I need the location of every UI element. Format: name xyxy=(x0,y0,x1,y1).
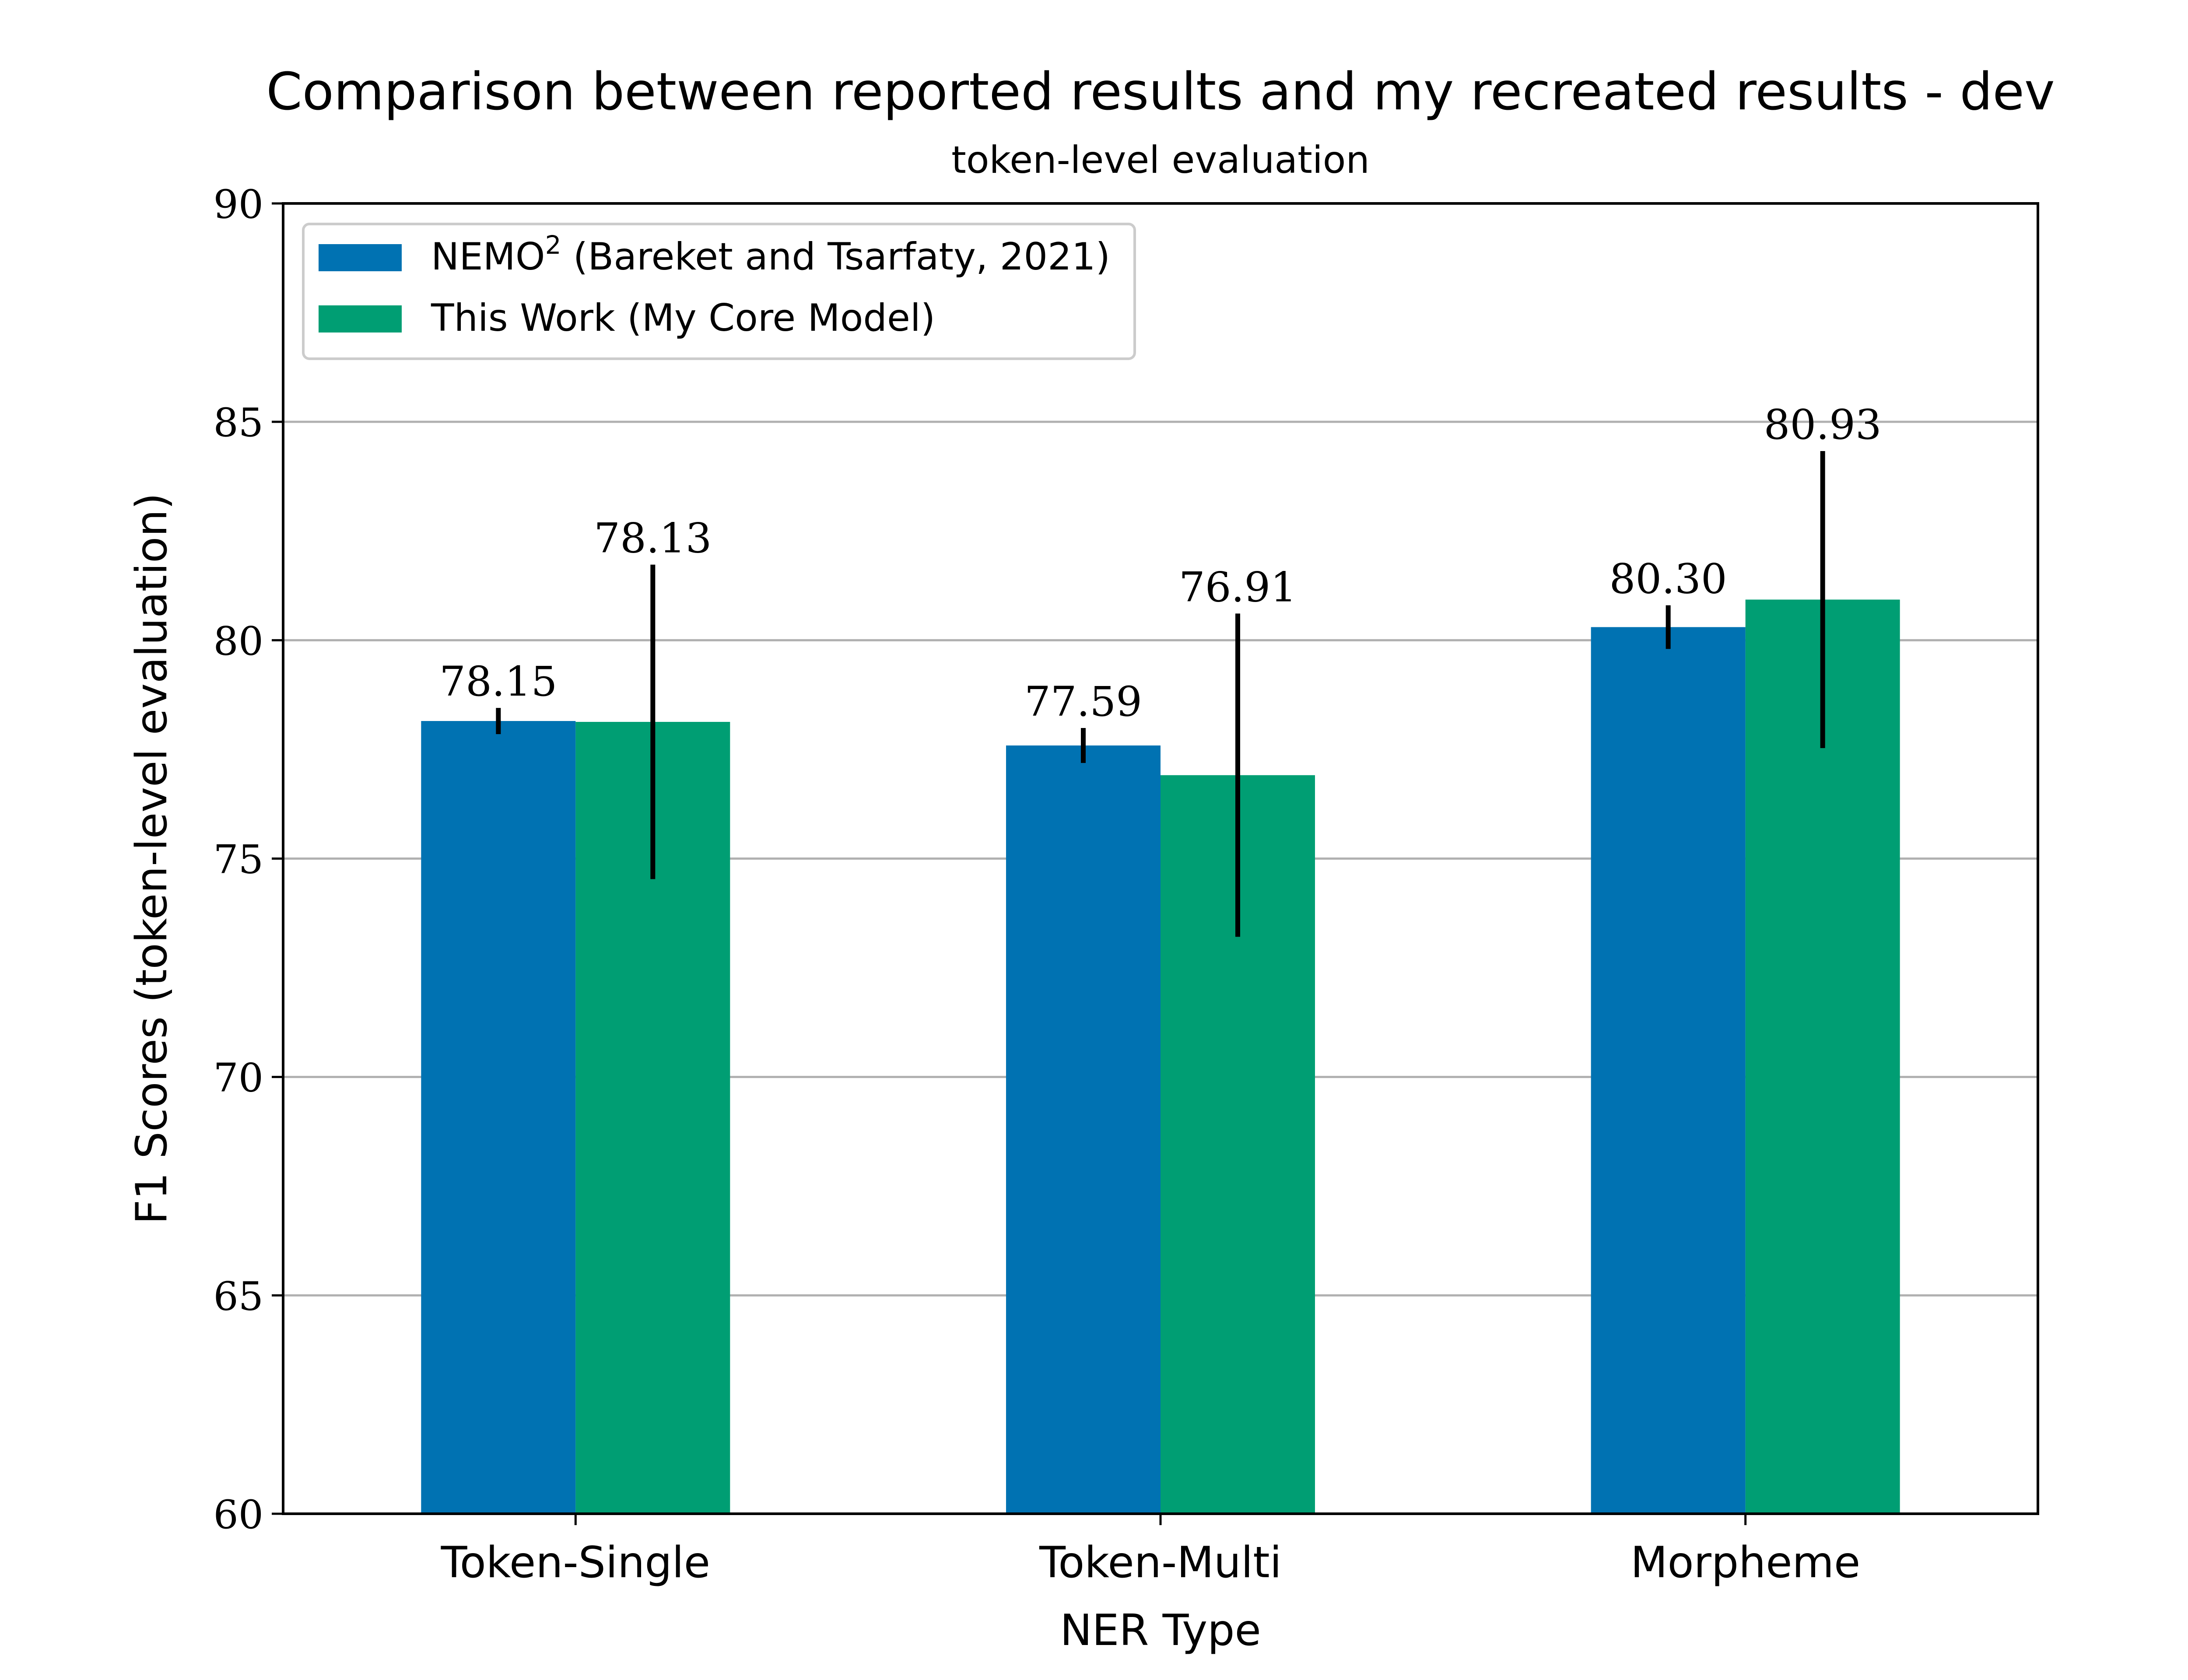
data-label-series0-1: 77.59 xyxy=(1024,678,1142,726)
y-tick-label-80: 80 xyxy=(213,618,263,664)
legend-swatch-nemo xyxy=(319,244,402,271)
y-tick-label-70: 70 xyxy=(213,1055,263,1101)
y-tick-label-85: 85 xyxy=(213,400,263,446)
bar-series0-0 xyxy=(421,721,576,1514)
x-tick-label-2: Morpheme xyxy=(1630,1538,1860,1588)
legend-label-nemo-name: NEMO xyxy=(431,235,545,279)
data-label-series0-2: 80.30 xyxy=(1609,555,1727,603)
data-labels: 78.15 78.13 77.59 76.91 80.30 80.93 xyxy=(439,401,1881,726)
bar-series0-1 xyxy=(1006,745,1161,1514)
data-label-series1-1: 76.91 xyxy=(1179,564,1297,611)
y-axis: 60 65 70 75 80 85 90 xyxy=(213,182,283,1538)
x-axis-label: NER Type xyxy=(1060,1606,1261,1656)
data-label-series0-0: 78.15 xyxy=(439,658,557,706)
legend-box xyxy=(302,223,1136,360)
legend-label-this-work: This Work (My Core Model) xyxy=(431,296,935,340)
legend-swatch-this-work xyxy=(319,305,402,332)
data-label-series1-0: 78.13 xyxy=(594,515,712,563)
chart-subtitle: token-level evaluation xyxy=(951,138,1370,182)
y-tick-label-65: 65 xyxy=(213,1274,263,1320)
x-tick-label-0: Token-Single xyxy=(441,1538,710,1588)
y-tick-label-60: 60 xyxy=(213,1492,263,1538)
data-label-series1-2: 80.93 xyxy=(1764,401,1882,449)
y-tick-label-90: 90 xyxy=(213,182,263,228)
legend-label-nemo: NEMO2 (Bareket and Tsarfaty, 2021) xyxy=(431,230,1110,279)
x-axis: Token-Single Token-Multi Morpheme xyxy=(441,1514,1860,1588)
bars xyxy=(421,599,1900,1514)
bar-series1-2 xyxy=(1745,599,1900,1514)
legend-label-nemo-superscript: 2 xyxy=(545,230,561,260)
legend: NEMO2 (Bareket and Tsarfaty, 2021) This … xyxy=(302,223,1136,360)
x-tick-label-1: Token-Multi xyxy=(1039,1538,1282,1588)
y-tick-label-75: 75 xyxy=(213,837,263,883)
y-axis-label: F1 Scores (token-level evaluation) xyxy=(127,493,177,1224)
legend-label-nemo-suffix: (Bareket and Tsarfaty, 2021) xyxy=(561,235,1110,279)
chart-title: Comparison between reported results and … xyxy=(266,61,2055,122)
bar-series0-2 xyxy=(1591,627,1746,1514)
error-bars xyxy=(496,451,1825,937)
